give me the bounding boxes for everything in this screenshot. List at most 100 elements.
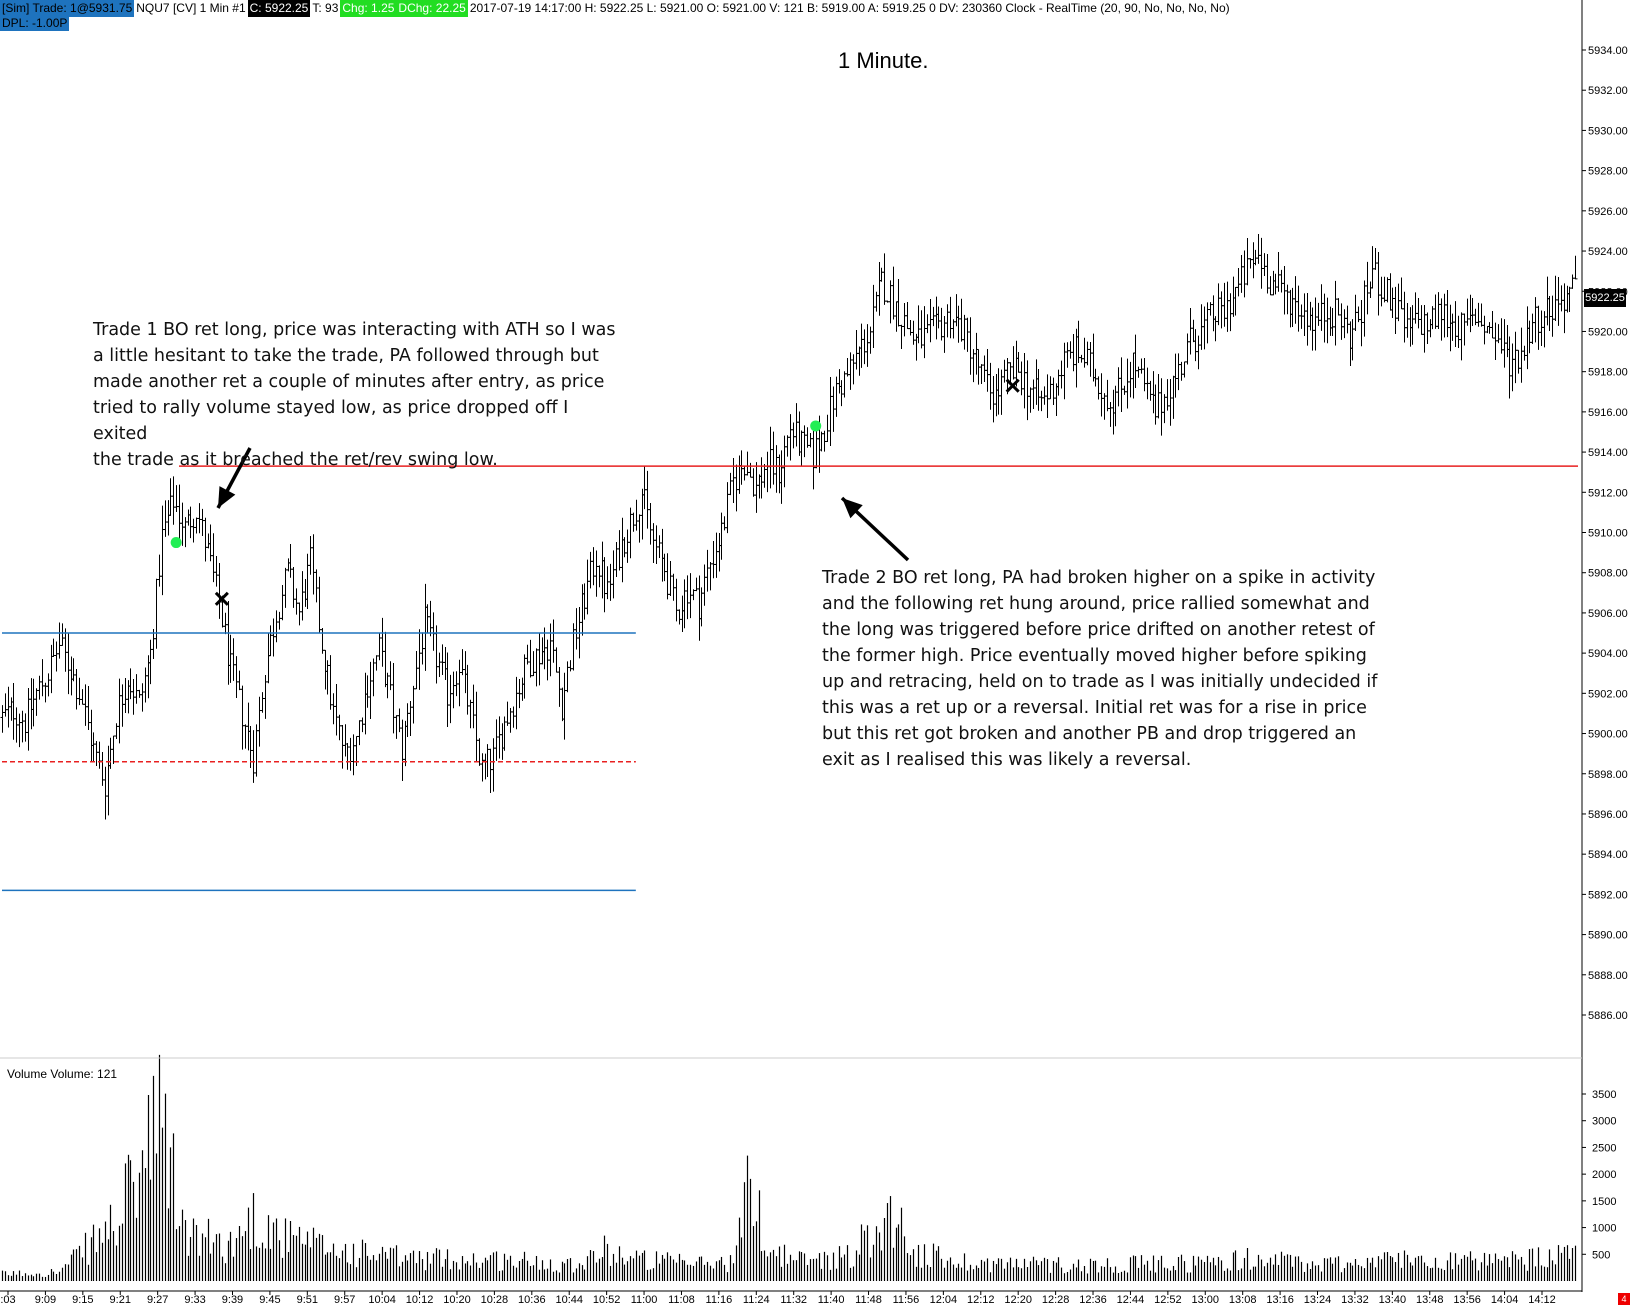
svg-text:11:16: 11:16 <box>706 1294 733 1305</box>
svg-text:12:44: 12:44 <box>1117 1294 1145 1305</box>
time-tick: 13:48 <box>1416 1291 1444 1305</box>
svg-text:9:45: 9:45 <box>259 1294 280 1305</box>
header-field-0: [Sim] Trade: 1@5931.75 <box>0 0 135 17</box>
svg-text:12:20: 12:20 <box>1004 1294 1032 1305</box>
volume-axis-ticks: 3500 3000 2500 2000 1500 1000 500 <box>1582 1089 1616 1261</box>
svg-text:5892.00: 5892.00 <box>1588 889 1628 901</box>
svg-text:10:36: 10:36 <box>518 1294 546 1305</box>
svg-text:13:48: 13:48 <box>1416 1294 1444 1305</box>
volume-tick: 500 <box>1582 1249 1610 1261</box>
svg-text:13:32: 13:32 <box>1341 1294 1369 1305</box>
svg-text:13:24: 13:24 <box>1304 1294 1332 1305</box>
price-tick: 5930.00 <box>1582 125 1628 137</box>
svg-text:5928.00: 5928.00 <box>1588 166 1628 178</box>
svg-text:5920.00: 5920.00 <box>1588 326 1628 338</box>
svg-text:5932.00: 5932.00 <box>1588 85 1628 97</box>
time-tick: 11:16 <box>706 1291 733 1305</box>
svg-text:11:40: 11:40 <box>818 1294 845 1305</box>
svg-text:10:04: 10:04 <box>368 1294 396 1305</box>
svg-text:9:21: 9:21 <box>110 1294 131 1305</box>
svg-text:5904.00: 5904.00 <box>1588 648 1628 660</box>
time-tick: 12:04 <box>930 1291 957 1305</box>
svg-text:2500: 2500 <box>1592 1142 1616 1154</box>
svg-text:12:12: 12:12 <box>967 1294 995 1305</box>
svg-text:12:28: 12:28 <box>1042 1294 1070 1305</box>
entry-marker <box>810 420 822 432</box>
svg-text:5924.00: 5924.00 <box>1588 246 1628 258</box>
svg-text:12:52: 12:52 <box>1154 1294 1182 1305</box>
svg-text:13:16: 13:16 <box>1266 1294 1294 1305</box>
volume-tick: 3500 <box>1582 1089 1616 1101</box>
chart-title: 1 Minute. <box>838 48 929 73</box>
svg-text:5900.00: 5900.00 <box>1588 729 1628 741</box>
trade1-arrow <box>216 447 252 509</box>
price-tick: 5888.00 <box>1582 970 1628 982</box>
alert-indicator[interactable]: 4 <box>1618 1293 1630 1305</box>
time-tick: 12:28 <box>1042 1291 1070 1305</box>
price-tick: 5904.00 <box>1582 648 1628 660</box>
svg-text:13:08: 13:08 <box>1229 1294 1257 1305</box>
svg-text:11:48: 11:48 <box>855 1294 882 1305</box>
svg-text:10:52: 10:52 <box>593 1294 621 1305</box>
time-tick: 13:08 <box>1229 1291 1257 1305</box>
time-tick: 9:33 <box>184 1291 206 1305</box>
svg-text:500: 500 <box>1592 1249 1610 1261</box>
svg-text:9:39: 9:39 <box>222 1294 243 1305</box>
header-field-3: T: 93 <box>312 1 339 15</box>
svg-text:5916.00: 5916.00 <box>1588 407 1628 419</box>
header-field-5: DChg: 22.25 <box>396 0 468 17</box>
time-tick: 13:00 <box>1192 1291 1219 1305</box>
price-axis-ticks: 5934.00 5932.00 5930.00 5928.00 5926.00 5924.… <box>1582 45 1628 1022</box>
time-tick: 11:08 <box>668 1291 695 1305</box>
svg-text:14:12: 14:12 <box>1528 1294 1556 1305</box>
svg-text:9:15: 9:15 <box>72 1294 93 1305</box>
time-tick: 10:36 <box>518 1291 546 1305</box>
volume-bars <box>1 1054 1577 1281</box>
time-tick: 11:24 <box>743 1291 770 1305</box>
price-tick: 5914.00 <box>1582 447 1628 459</box>
svg-text:5914.00: 5914.00 <box>1588 447 1628 459</box>
svg-text:13:56: 13:56 <box>1453 1294 1481 1305</box>
price-levels <box>2 465 1578 892</box>
svg-text:9:09: 9:09 <box>35 1294 56 1305</box>
svg-text:11:32: 11:32 <box>780 1294 807 1305</box>
time-tick: 12:12 <box>967 1291 995 1305</box>
svg-text:1000: 1000 <box>1592 1223 1616 1235</box>
trade-markers <box>170 378 1020 606</box>
price-tick: 5890.00 <box>1582 930 1628 942</box>
svg-text:5908.00: 5908.00 <box>1588 568 1628 580</box>
volume-tick: 3000 <box>1582 1116 1616 1128</box>
time-tick: 10:04 <box>368 1291 396 1305</box>
exit-marker <box>214 591 229 606</box>
volume-label: Volume Volume: 121 <box>7 1067 118 1081</box>
price-tick: 5918.00 <box>1582 367 1628 379</box>
time-tick: 13:32 <box>1341 1291 1369 1305</box>
dpl-badge: DPL: -1.00P <box>0 16 70 31</box>
time-tick: 11:40 <box>818 1291 845 1305</box>
time-tick: 14:12 <box>1528 1291 1556 1305</box>
header-field-1: NQU7 [CV] 1 Min #1 <box>136 1 246 15</box>
time-tick: 13:24 <box>1304 1291 1332 1305</box>
ohlc-bars <box>0 233 1578 820</box>
current-price-tag: 5922.25 <box>1584 289 1626 307</box>
time-tick: 9:21 <box>110 1291 131 1305</box>
price-tick: 5912.00 <box>1582 487 1628 499</box>
time-tick: 12:20 <box>1004 1291 1032 1305</box>
time-tick: 13:56 <box>1453 1291 1481 1305</box>
volume-tick: 2500 <box>1582 1142 1616 1154</box>
time-tick: 10:20 <box>443 1291 471 1305</box>
svg-text:9:57: 9:57 <box>334 1294 355 1305</box>
price-tick: 5916.00 <box>1582 407 1628 419</box>
price-tick: 5924.00 <box>1582 246 1628 258</box>
time-tick: 10:52 <box>593 1291 621 1305</box>
price-tick: 5892.00 <box>1582 889 1628 901</box>
chart-header: [Sim] Trade: 1@5931.75 NQU7 [CV] 1 Min #1… <box>0 0 1232 17</box>
svg-text:5906.00: 5906.00 <box>1588 608 1628 620</box>
header-field-2: C: 5922.25 <box>247 0 311 17</box>
svg-text:1500: 1500 <box>1592 1196 1616 1208</box>
time-tick: 11:56 <box>893 1291 919 1305</box>
price-tick: 5900.00 <box>1582 729 1628 741</box>
svg-text:10:20: 10:20 <box>443 1294 471 1305</box>
entry-marker <box>170 537 182 549</box>
